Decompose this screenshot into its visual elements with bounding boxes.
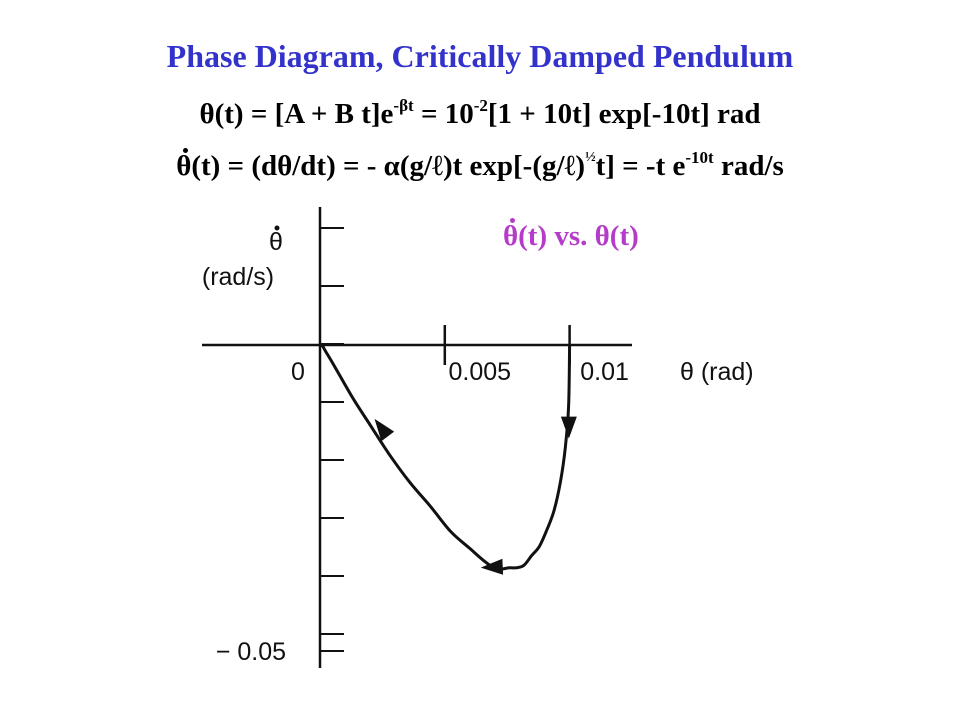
y-axis-label-dot: [274, 225, 280, 231]
theta-equation: θ(t) = [A + B t]e-βt = 10-2[1 + 10t] exp…: [0, 96, 960, 131]
y-axis-label-unit: (rad/s): [202, 263, 274, 291]
legend-label: θ(t) vs. θ(t): [503, 218, 639, 253]
theta-equation-exponent-1: -βt: [393, 96, 414, 115]
x-tick-label: 0.005: [449, 358, 512, 386]
theta-equation-mid: = 10: [413, 98, 474, 130]
thetadot-equation-part1: (t) = (dθ/dt) = - α(g/ℓ)t exp[-(g/ℓ): [191, 150, 586, 182]
phase-trajectory: [319, 343, 572, 572]
y-axis-minor-ticks: [320, 227, 344, 635]
x-tick-label: 0.01: [580, 358, 629, 386]
thetadot-equation: θ(t) = (dθ/dt) = - α(g/ℓ)t exp[-(g/ℓ)½t]…: [0, 148, 960, 183]
direction-arrow: [374, 418, 395, 442]
legend-theta: θ: [503, 218, 519, 252]
theta-equation-exponent-2: -2: [473, 96, 488, 115]
thetadot-equation-half: ½: [585, 150, 596, 165]
direction-arrow: [480, 558, 504, 575]
trajectory-arrows: [374, 416, 577, 575]
theta-equation-lhs: θ(t) = [A + B t]e: [199, 98, 394, 130]
y-tick-label: − 0.05: [216, 638, 286, 666]
y-axis-ticks: − 0.05: [216, 638, 344, 666]
y-axis-label-symbol: θ: [269, 228, 283, 256]
chart-title: Phase Diagram, Critically Damped Pendulu…: [166, 38, 794, 74]
direction-arrow: [560, 416, 577, 439]
x-tick-label: 0: [291, 358, 305, 386]
thetadot-equation-part2: t] = -t e: [595, 150, 686, 182]
legend-text: (t) vs. θ(t): [518, 220, 639, 252]
thetadot-equation-part3: rad/s: [713, 150, 784, 182]
theta-equation-rhs: [1 + 10t] exp[-10t] rad: [487, 98, 761, 130]
x-axis-label: θ (rad): [680, 358, 754, 386]
thetadot-equation-exponent: -10t: [685, 148, 714, 167]
thetadot-equation-theta: θ: [176, 148, 192, 182]
